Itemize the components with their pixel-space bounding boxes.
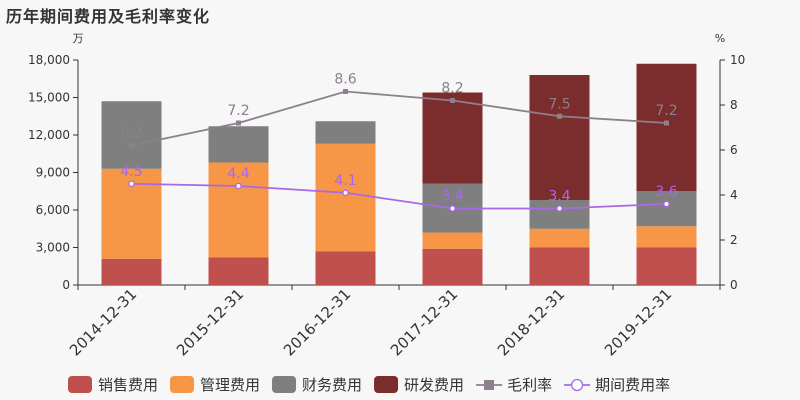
bar-管理费用 — [315, 143, 376, 252]
legend-swatch-研发费用 — [374, 376, 399, 393]
line-毛利率 — [131, 90, 667, 147]
bar-研发费用 — [636, 63, 697, 192]
point-毛利率 — [129, 143, 134, 148]
data-label-期间费用率: 3.4 — [441, 189, 463, 205]
data-label-期间费用率: 4.1 — [334, 173, 356, 189]
y-tick-label-right: 10 — [730, 53, 745, 67]
data-label-毛利率: 8.6 — [334, 72, 356, 88]
x-tick-label: 2014-12-31 — [66, 285, 140, 359]
legend-swatch-财务费用 — [272, 376, 297, 393]
line-期间费用率 — [131, 182, 667, 210]
y-tick-label-right: 8 — [730, 98, 738, 112]
y-tick-label-left: 6,000 — [36, 203, 70, 217]
x-tick-label: 2019-12-31 — [601, 285, 675, 359]
point-期间费用率 — [663, 200, 670, 208]
legend-marker-期间费用率 — [570, 378, 584, 392]
bar-销售费用 — [636, 247, 697, 285]
bar-销售费用 — [529, 247, 590, 285]
bar-研发费用 — [422, 92, 483, 184]
y-axis-left-unit: 万 — [73, 32, 84, 45]
bar-研发费用 — [529, 75, 590, 200]
point-期间费用率 — [556, 205, 563, 212]
legend-swatch-管理费用 — [170, 376, 195, 393]
data-label-期间费用率: 4.5 — [120, 164, 142, 180]
legend-marker-毛利率 — [484, 380, 495, 390]
y-tick-label-left: 9,000 — [36, 166, 70, 180]
point-期间费用率 — [342, 189, 349, 196]
legend-label-期间费用率: 期间费用率 — [595, 376, 670, 394]
y-tick-label-right: 4 — [730, 188, 738, 202]
bar-销售费用 — [315, 251, 376, 285]
x-tick-label: 2016-12-31 — [280, 285, 354, 359]
legend-label-销售费用: 销售费用 — [98, 376, 158, 394]
x-tick-label: 2017-12-31 — [387, 285, 461, 359]
data-label-毛利率: 7.5 — [548, 96, 570, 112]
x-tick-label: 2015-12-31 — [173, 285, 247, 359]
y-tick-label-left: 3,000 — [36, 241, 70, 255]
y-tick-label-left: 18,000 — [28, 53, 70, 67]
bar-销售费用 — [208, 257, 269, 285]
bar-销售费用 — [101, 258, 162, 285]
bar-管理费用 — [422, 232, 483, 249]
legend-label-财务费用: 财务费用 — [302, 376, 362, 394]
data-label-期间费用率: 3.6 — [655, 184, 677, 200]
bar-管理费用 — [208, 162, 269, 258]
data-label-毛利率: 6.2 — [120, 126, 142, 142]
bar-财务费用 — [101, 101, 162, 169]
legend-label-研发费用: 研发费用 — [404, 376, 464, 394]
data-label-期间费用率: 3.4 — [548, 189, 570, 205]
y-tick-label-left: 12,000 — [28, 128, 70, 142]
bar-财务费用 — [315, 121, 376, 144]
point-期间费用率 — [128, 180, 135, 187]
point-毛利率 — [664, 120, 669, 126]
point-毛利率 — [236, 120, 241, 126]
point-毛利率 — [450, 98, 455, 103]
y-tick-label-left: 0 — [62, 278, 70, 292]
bar-财务费用 — [636, 191, 697, 227]
data-label-毛利率: 7.2 — [227, 103, 249, 119]
point-期间费用率 — [449, 205, 456, 212]
y-axis-right-unit: % — [715, 32, 725, 45]
chart-title: 历年期间费用及毛利率变化 — [6, 7, 211, 26]
bar-管理费用 — [529, 228, 590, 248]
data-label-毛利率: 7.2 — [655, 103, 677, 119]
data-label-毛利率: 8.2 — [441, 81, 463, 97]
y-tick-label-right: 2 — [730, 233, 738, 247]
point-期间费用率 — [235, 182, 242, 190]
bar-管理费用 — [636, 226, 697, 248]
bar-财务费用 — [529, 200, 590, 229]
bar-销售费用 — [422, 248, 483, 285]
y-tick-label-right: 0 — [730, 278, 738, 292]
point-毛利率 — [343, 89, 348, 94]
legend-swatch-销售费用 — [68, 376, 92, 393]
point-毛利率 — [557, 113, 562, 119]
y-tick-label-left: 15,000 — [28, 91, 70, 105]
legend-label-管理费用: 管理费用 — [200, 376, 260, 394]
x-tick-label: 2018-12-31 — [494, 285, 568, 359]
legend-label-毛利率: 毛利率 — [507, 376, 552, 394]
bar-财务费用 — [208, 126, 269, 163]
y-tick-label-right: 6 — [730, 143, 738, 157]
data-label-期间费用率: 4.4 — [227, 166, 249, 182]
